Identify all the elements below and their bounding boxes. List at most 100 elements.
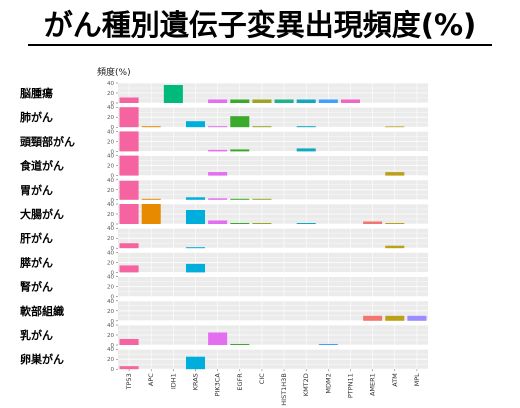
bar-KRAS	[185, 197, 206, 200]
x-tick-label: KMT2D	[302, 373, 310, 396]
y-tick-label: 0	[111, 125, 115, 131]
bar-EGFR	[230, 344, 250, 345]
bar-APC	[141, 198, 161, 200]
y-tick-label: 20	[107, 333, 114, 339]
bar-KRAS	[185, 210, 206, 224]
bar-HIST1H3B	[274, 99, 294, 103]
bar-KRAS	[185, 247, 206, 249]
y-tick-label: 20	[107, 212, 114, 218]
bar-KMT2D	[296, 223, 316, 224]
bar-KRAS	[185, 356, 206, 370]
page-title: がん種別遺伝子変異出現頻度(%)	[43, 8, 477, 42]
y-tick-label: 20	[107, 164, 114, 170]
x-tick-label: KRAS	[192, 373, 200, 390]
panel-label: 卵巣がん	[20, 352, 64, 366]
bar-PIK3CA	[208, 172, 228, 176]
y-tick-label: 40	[107, 299, 114, 305]
bar-KMT2D	[296, 126, 316, 128]
y-tick-label: 0	[111, 198, 115, 204]
y-tick-label: 20	[107, 309, 114, 315]
bar-KRAS	[185, 263, 206, 273]
bar-PIK3CA	[208, 332, 228, 345]
x-tick-label: MDM2	[324, 373, 332, 393]
bar-KRAS	[185, 121, 206, 128]
bar-ATM	[385, 223, 405, 224]
bar-ATM	[385, 126, 405, 128]
bar-EGFR	[230, 149, 250, 152]
bar-PIK3CA	[208, 198, 228, 200]
x-tick-label: IDH1	[169, 373, 177, 389]
y-tick-label: 0	[111, 343, 115, 349]
y-tick-label: 40	[107, 275, 114, 281]
bar-KMT2D	[296, 99, 316, 103]
y-tick-label: 40	[107, 81, 114, 87]
bar-PIK3CA	[208, 99, 228, 103]
x-tick-label: MPL	[413, 373, 421, 387]
bar-CIC	[252, 126, 272, 128]
panel-label: 肝がん	[20, 231, 53, 245]
panel-label: 頭頸部がん	[20, 134, 75, 148]
bar-TP53	[119, 131, 139, 152]
y-tick-label: 0	[111, 319, 115, 325]
y-tick-label: 0	[111, 174, 115, 180]
bar-PIK3CA	[208, 149, 228, 152]
bar-PTPN11	[340, 99, 361, 103]
bar-TP53	[119, 265, 139, 273]
bar-MDM2	[318, 99, 338, 103]
bar-EGFR	[230, 116, 250, 128]
y-tick-label: 0	[111, 367, 115, 373]
y-tick-label: 20	[107, 236, 114, 242]
panel-label: 脳腫瘍	[20, 86, 53, 100]
bar-TP53	[119, 243, 139, 249]
panel-label: 食道がん	[20, 159, 64, 173]
y-tick-label: 40	[107, 202, 114, 208]
bar-MPL	[407, 315, 427, 321]
bar-MDM2	[318, 344, 338, 345]
x-tick-label: AMER1	[369, 373, 377, 396]
panel-label: 軟部組織	[20, 304, 64, 318]
x-tick-label: APC	[147, 373, 155, 386]
panel-label: 大腸がん	[20, 207, 64, 221]
y-tick-label: 20	[107, 285, 114, 291]
bar-APC	[141, 126, 161, 128]
bar-KMT2D	[296, 148, 316, 152]
panel-label: 肺がん	[20, 110, 53, 124]
y-tick-label: 40	[107, 250, 114, 256]
y-tick-label: 20	[107, 188, 114, 194]
bar-AMER1	[363, 315, 383, 321]
x-tick-label: HIST1H3B	[280, 373, 288, 406]
bar-TP53	[119, 339, 139, 345]
y-tick-label: 0	[111, 149, 115, 155]
bar-TP53	[119, 97, 139, 103]
bar-AMER1	[363, 221, 383, 224]
y-tick-label: 40	[107, 226, 114, 232]
panel-label: 膵がん	[20, 255, 53, 269]
bar-TP53	[119, 107, 139, 128]
panel-label: 腎がん	[20, 280, 53, 294]
bar-TP53	[119, 180, 139, 200]
bar-EGFR	[230, 223, 250, 224]
y-tick-label: 40	[107, 129, 114, 135]
bar-TP53	[119, 204, 139, 224]
panel-label: 胃がん	[20, 183, 53, 197]
y-tick-label: 20	[107, 260, 114, 266]
bar-CIC	[252, 198, 272, 200]
y-tick-label: 0	[111, 295, 115, 301]
y-tick-label: 0	[111, 101, 115, 107]
x-tick-label: CIC	[258, 373, 266, 384]
y-tick-label: 0	[111, 246, 115, 252]
y-tick-label: 20	[107, 357, 114, 363]
x-tick-label: TP53	[125, 373, 133, 390]
bar-PIK3CA	[208, 126, 228, 128]
y-tick-label: 40	[107, 347, 114, 353]
x-tick-label: EGFR	[236, 373, 244, 391]
y-tick-label: 0	[111, 270, 115, 276]
bar-TP53	[119, 155, 139, 176]
bar-ATM	[385, 172, 405, 176]
y-tick-label: 20	[107, 91, 114, 97]
bar-EGFR	[230, 99, 250, 103]
bar-PIK3CA	[208, 220, 228, 224]
bar-CIC	[252, 223, 272, 224]
bar-APC	[141, 204, 161, 224]
